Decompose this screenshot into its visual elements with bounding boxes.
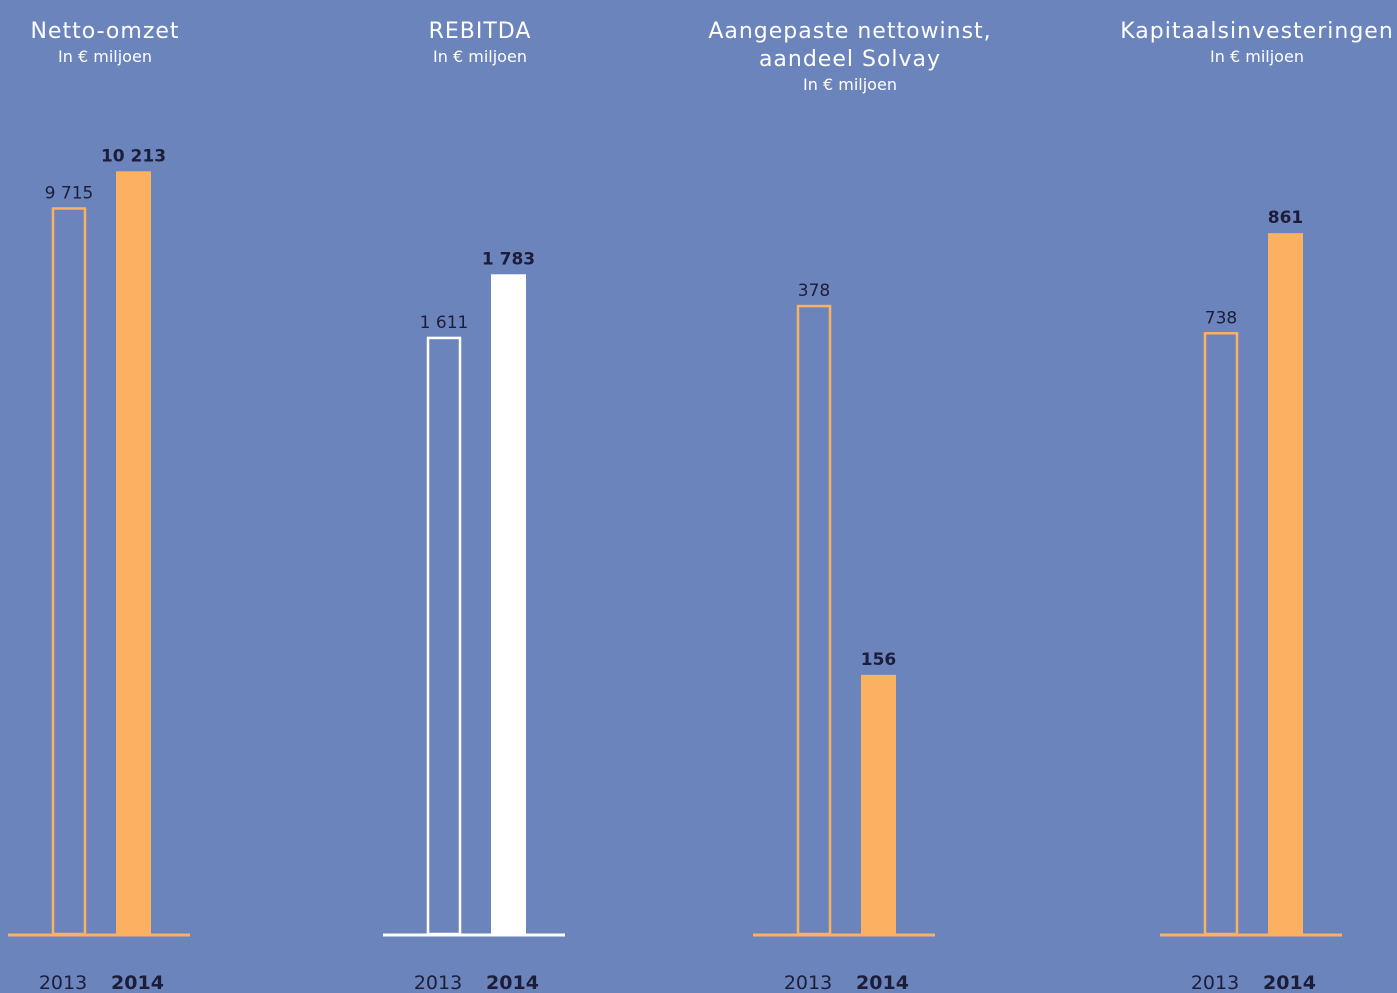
x-tick-2013: 2013: [1191, 972, 1239, 993]
data-label-2013: 1 611: [420, 313, 469, 333]
x-tick-2014: 2014: [856, 972, 909, 993]
chart-subtitle: In € miljoen: [58, 47, 152, 66]
x-tick-2014: 2014: [111, 972, 164, 993]
chart-panel-1: Netto-omzet In € miljoen 9 715 2013 10 213 20…: [8, 19, 190, 993]
data-label-2013: 9 715: [45, 183, 94, 203]
bar-2014: [861, 674, 896, 934]
data-label-2014: 1 783: [482, 249, 535, 269]
bar-2014: [116, 171, 151, 935]
bar-2013: [426, 336, 462, 936]
chart-title-line-1: Aangepaste nettowinst,: [708, 19, 991, 44]
chart-title-line-2: aandeel Solvay: [759, 47, 941, 72]
chart-title: Netto-omzet: [30, 19, 179, 44]
bar-2014: [491, 274, 526, 934]
x-tick-2013: 2013: [39, 972, 87, 993]
data-label-2013: 378: [798, 281, 830, 301]
chart-title: Kapitaalsinvesteringen: [1120, 19, 1394, 44]
data-label-2014: 156: [861, 650, 897, 670]
chart-subtitle: In € miljoen: [433, 47, 527, 66]
chart-panel-4: Kapitaalsinvesteringen In € miljoen 738 201…: [1120, 19, 1394, 993]
data-label-2013: 738: [1205, 308, 1237, 328]
x-tick-2013: 2013: [784, 972, 832, 993]
chart-subtitle: In € miljoen: [803, 75, 897, 94]
chart-panel-2: REBITDA In € miljoen 1 611 2013 1 783 2014: [383, 19, 565, 993]
bar-2013: [1203, 332, 1239, 936]
bar-2014: [1268, 233, 1303, 934]
x-tick-2013: 2013: [414, 972, 462, 993]
chart-panel-3: Aangepaste nettowinst, aandeel Solvay In €…: [708, 19, 991, 993]
data-label-2014: 10 213: [101, 146, 166, 166]
bar-2013: [51, 207, 87, 936]
chart-subtitle: In € miljoen: [1210, 47, 1304, 66]
x-tick-2014: 2014: [486, 972, 539, 993]
chart-title: REBITDA: [429, 19, 532, 44]
bar-2013: [796, 304, 832, 936]
data-label-2014: 861: [1268, 208, 1304, 228]
x-tick-2014: 2014: [1263, 972, 1316, 993]
